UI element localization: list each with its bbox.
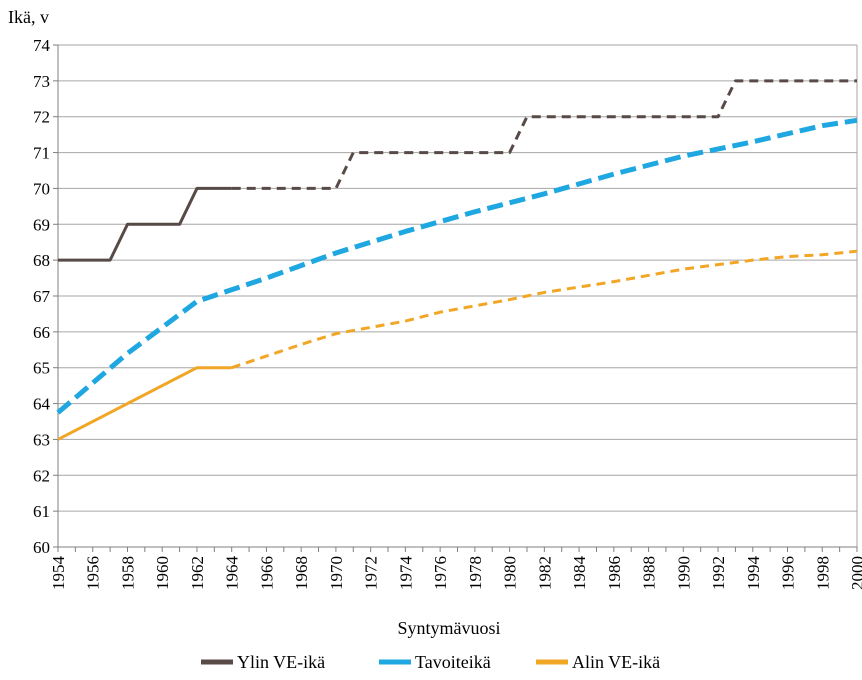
x-tick-label-1988: 1988 — [640, 556, 659, 590]
x-tick-label-1966: 1966 — [257, 556, 276, 590]
x-tick-label-1964: 1964 — [223, 556, 242, 591]
x-tick-label-1998: 1998 — [813, 556, 832, 590]
x-tick-label-1980: 1980 — [501, 556, 520, 590]
y-tick-label-66: 66 — [33, 323, 50, 342]
x-tick-label-1970: 1970 — [327, 556, 346, 590]
x-tick-label-1972: 1972 — [362, 556, 381, 590]
y-tick-labels: 60 61 62 63 64 65 66 67 68 69 70 71 72 73 74 — [33, 36, 51, 557]
y-tick-label-72: 72 — [33, 108, 50, 127]
series-3-line-dashed — [231, 249, 858, 370]
y-tick-label-61: 61 — [33, 502, 50, 521]
x-tick-label-1962: 1962 — [188, 556, 207, 590]
x-tick-label-1984: 1984 — [570, 556, 589, 591]
series-2-line-dashed — [56, 117, 858, 415]
legend-label-3: Alin VE-ikä — [572, 652, 660, 672]
legend-label-2: Tavoiteikä — [415, 652, 491, 672]
series-3-line-solid — [57, 366, 232, 441]
y-axis-title: Ikä, v — [8, 7, 49, 27]
y-tick-label-69: 69 — [33, 215, 50, 234]
legend-label-1: Ylin VE-ikä — [237, 652, 325, 672]
x-tick-label-1982: 1982 — [535, 556, 554, 590]
x-tick-label-1974: 1974 — [396, 556, 415, 591]
y-tick-label-65: 65 — [33, 359, 50, 378]
y-tick-label-63: 63 — [33, 430, 50, 449]
y-tick-label-70: 70 — [33, 179, 50, 198]
x-axis-title: Syntymävuosi — [397, 618, 500, 638]
y-tick-label-71: 71 — [33, 144, 50, 163]
y-tick-label-60: 60 — [33, 538, 50, 557]
x-tick-labels: 1954 1956 1958 1960 1962 1964 1966 1968 1970 1972… — [49, 556, 862, 591]
x-tick-label-1956: 1956 — [84, 556, 103, 590]
series-1-line-dashed — [231, 79, 857, 190]
x-tick-label-1992: 1992 — [709, 556, 728, 590]
axes — [53, 44, 858, 552]
x-tick-label-1960: 1960 — [153, 556, 172, 590]
x-tick-label-1958: 1958 — [118, 556, 137, 590]
x-tick-label-1986: 1986 — [605, 556, 624, 590]
x-tick-label-2000: 2000 — [848, 556, 862, 590]
x-tick-label-1976: 1976 — [431, 556, 450, 590]
y-tick-label-73: 73 — [33, 72, 50, 91]
series-lines — [56, 79, 858, 441]
x-tick-label-1994: 1994 — [744, 556, 763, 591]
y-tick-label-74: 74 — [33, 36, 51, 55]
legend: Ylin VE-ikä Tavoiteikä Alin VE-ikä — [201, 652, 660, 672]
x-tick-label-1990: 1990 — [674, 556, 693, 590]
y-tick-label-64: 64 — [33, 395, 51, 414]
series-1-line-solid — [58, 186, 232, 262]
x-tick-label-1978: 1978 — [466, 556, 485, 590]
y-tick-label-62: 62 — [33, 466, 50, 485]
y-tick-label-67: 67 — [33, 287, 51, 306]
x-tick-label-1968: 1968 — [292, 556, 311, 590]
x-tick-label-1996: 1996 — [779, 556, 798, 590]
y-tick-label-68: 68 — [33, 251, 50, 270]
gridlines — [58, 44, 857, 548]
x-tick-label-1954: 1954 — [49, 556, 68, 591]
